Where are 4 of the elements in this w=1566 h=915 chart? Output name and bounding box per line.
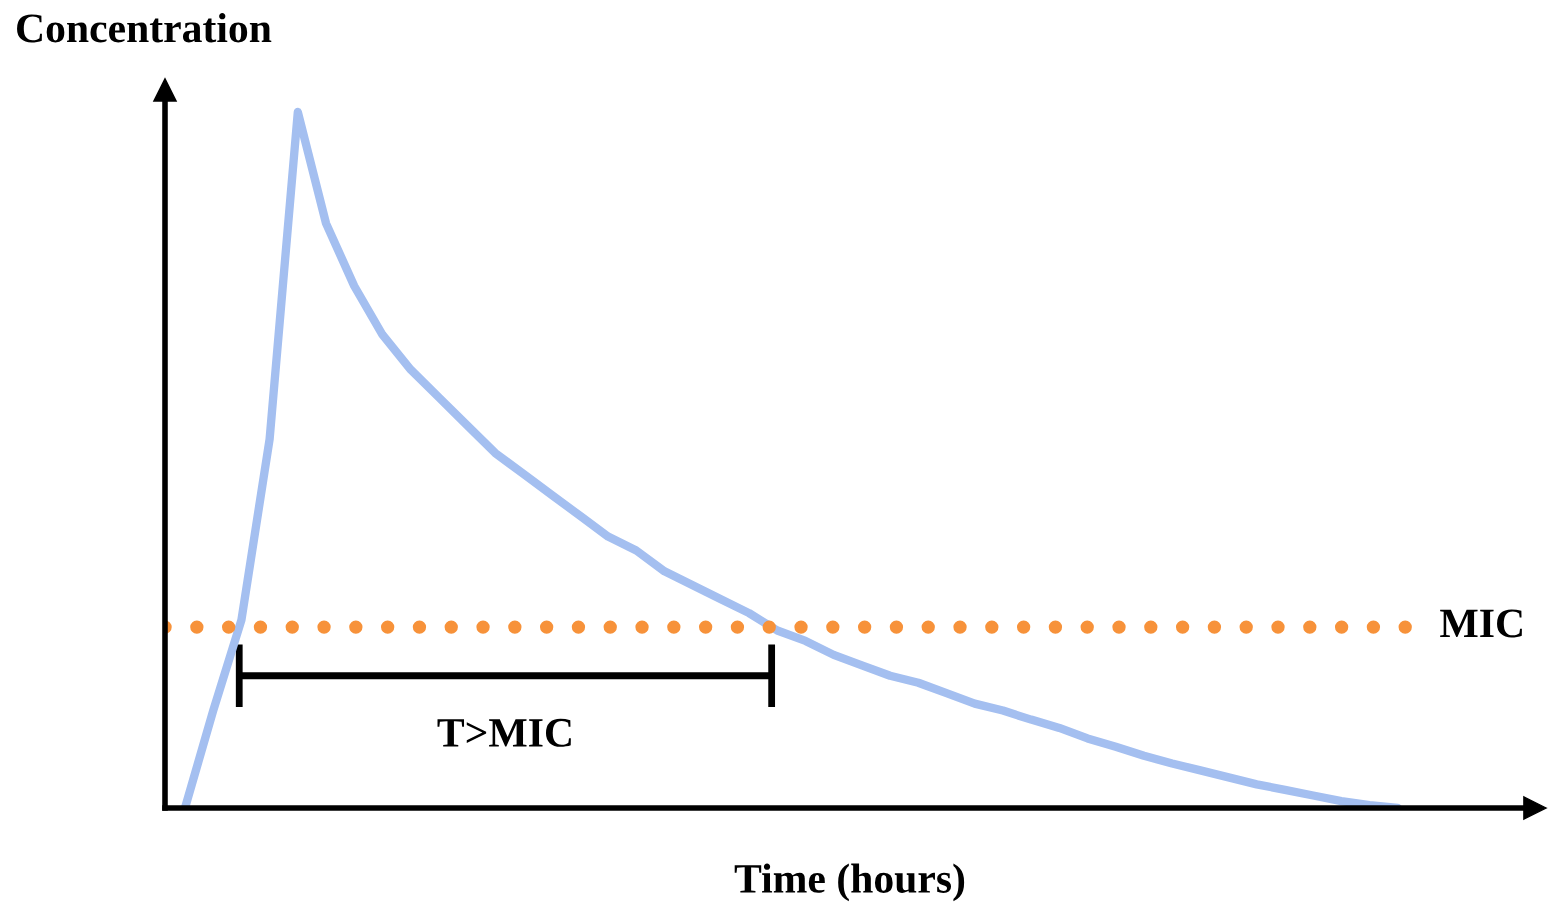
x-axis-title: Time (hours) <box>734 863 965 902</box>
y-axis-title: Concentration <box>17 13 272 43</box>
ref-line-label: MIC <box>1440 609 1522 638</box>
annotation: T>MIC <box>437 718 571 747</box>
